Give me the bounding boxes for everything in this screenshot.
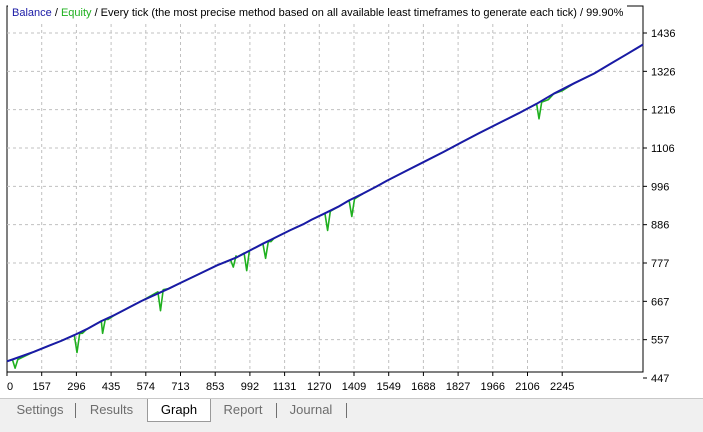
x-tick-label: 574: [137, 381, 155, 393]
tab-journal[interactable]: Journal: [289, 402, 333, 417]
plot-frame: [6, 5, 644, 373]
chart-legend-title: Balance / Equity / Every tick (the most …: [8, 3, 628, 23]
y-tick-label: 667: [651, 296, 669, 308]
y-tick-label: 886: [651, 220, 669, 232]
tab-separator: [75, 403, 76, 418]
x-tick-label: 2106: [515, 381, 539, 393]
tester-tab-bar: Settings Results Graph Report Journal: [0, 398, 703, 432]
x-tick-label: 1409: [342, 381, 366, 393]
x-tick-label: 0: [7, 381, 13, 393]
legend-description: / Every tick (the most precise method ba…: [91, 7, 624, 19]
tab-graph[interactable]: Graph: [147, 399, 211, 422]
x-tick-label: 1688: [411, 381, 435, 393]
legend-separator: /: [51, 7, 61, 19]
y-tick-label: 447: [651, 373, 669, 385]
x-tick-label: 157: [33, 381, 51, 393]
y-tick-label: 777: [651, 258, 669, 270]
series-layer: [6, 43, 644, 370]
series-line-balance: [6, 43, 644, 363]
y-tick-label: 996: [651, 181, 669, 193]
x-tick-label: 2245: [550, 381, 574, 393]
y-tick-label: 557: [651, 335, 669, 347]
x-tick-label: 1131: [273, 381, 297, 393]
tab-results[interactable]: Results: [89, 402, 134, 417]
tab-report[interactable]: Report: [223, 402, 263, 417]
y-axis-ticks: 1436 1326 1216 1106 996 886 777 667 557 447: [643, 28, 675, 385]
x-tick-label: 435: [102, 381, 120, 393]
y-tick-label: 1106: [651, 143, 675, 155]
balance-equity-chart: 1436 1326 1216 1106 996 886 777 667 557 447 0 157 2…: [6, 5, 675, 393]
x-tick-label: 1966: [481, 381, 505, 393]
x-tick-label: 296: [67, 381, 85, 393]
legend-equity: Equity: [60, 7, 92, 19]
tab-settings[interactable]: Settings: [16, 402, 64, 417]
y-tick-label: 1216: [651, 105, 675, 117]
x-tick-label: 1549: [376, 381, 400, 393]
x-tick-label: 713: [171, 381, 189, 393]
tab-separator: [346, 403, 347, 418]
legend-balance: Balance: [12, 7, 52, 19]
y-tick-label: 1436: [651, 28, 675, 40]
tab-separator: [276, 403, 277, 418]
x-tick-label: 992: [241, 381, 259, 393]
x-axis-ticks: 0 157 296 435 574 713 853 992 1131 1270 1409 1549 16…: [6, 372, 574, 393]
grid-lines: [7, 6, 643, 372]
y-tick-label: 1326: [651, 66, 675, 78]
x-tick-label: 853: [206, 381, 224, 393]
x-tick-label: 1827: [446, 381, 470, 393]
x-tick-label: 1270: [307, 381, 331, 393]
graph-panel: 1436 1326 1216 1106 996 886 777 667 557 447 0 157 2…: [0, 0, 703, 398]
